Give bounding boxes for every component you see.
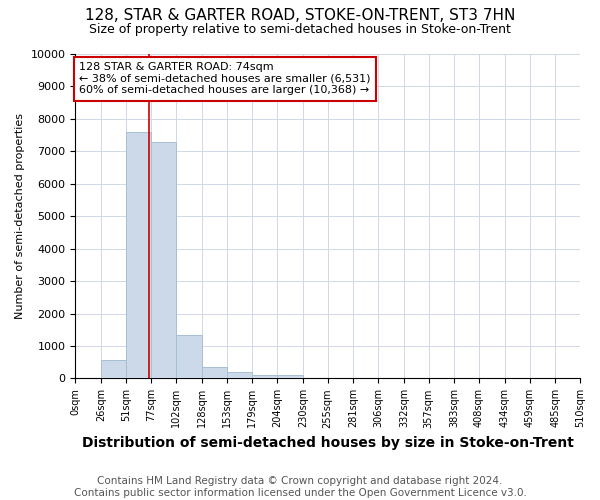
Bar	[151, 142, 176, 378]
Bar	[202, 367, 227, 378]
Text: 128 STAR & GARTER ROAD: 74sqm
← 38% of semi-detached houses are smaller (6,531)
: 128 STAR & GARTER ROAD: 74sqm ← 38% of s…	[79, 62, 371, 96]
Text: Contains HM Land Registry data © Crown copyright and database right 2024.
Contai: Contains HM Land Registry data © Crown c…	[74, 476, 526, 498]
Bar	[227, 372, 253, 378]
Y-axis label: Number of semi-detached properties: Number of semi-detached properties	[15, 113, 25, 319]
Text: 128, STAR & GARTER ROAD, STOKE-ON-TRENT, ST3 7HN: 128, STAR & GARTER ROAD, STOKE-ON-TRENT,…	[85, 8, 515, 22]
Text: Size of property relative to semi-detached houses in Stoke-on-Trent: Size of property relative to semi-detach…	[89, 22, 511, 36]
X-axis label: Distribution of semi-detached houses by size in Stoke-on-Trent: Distribution of semi-detached houses by …	[82, 436, 574, 450]
Bar	[126, 132, 151, 378]
Bar	[101, 360, 126, 378]
Bar	[253, 374, 277, 378]
Bar	[176, 334, 202, 378]
Bar	[277, 375, 303, 378]
